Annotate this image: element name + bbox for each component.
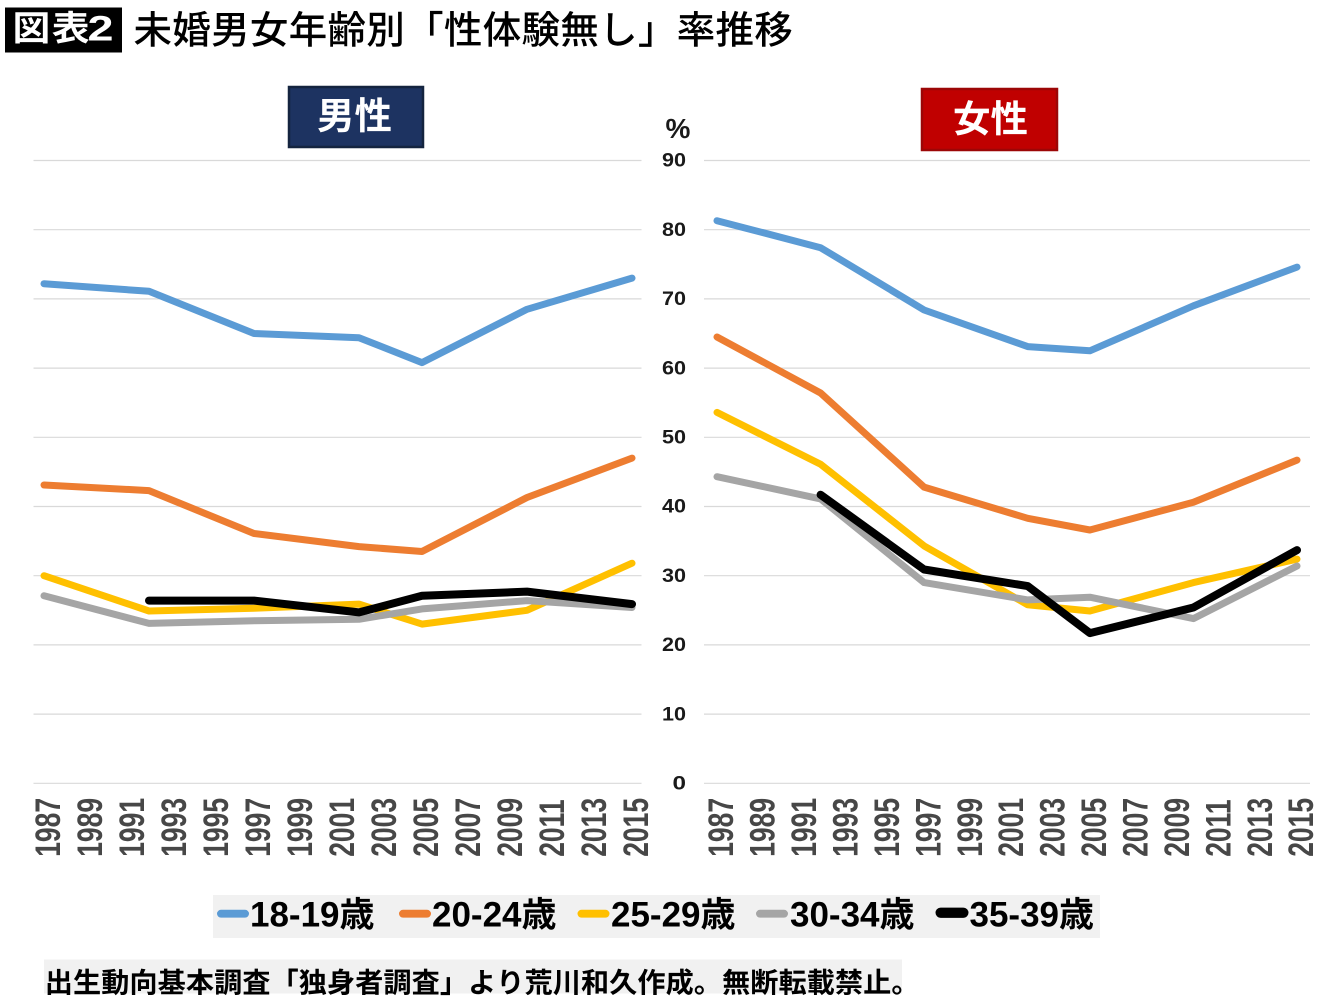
svg-text:10: 10: [662, 704, 686, 725]
svg-text:2007: 2007: [449, 798, 488, 857]
svg-text:1991: 1991: [785, 798, 824, 857]
svg-text:2001: 2001: [323, 798, 362, 857]
svg-text:1993: 1993: [155, 798, 194, 857]
svg-text:20-24: 20-24: [432, 896, 522, 935]
svg-text:18-19: 18-19: [250, 896, 340, 935]
svg-text:1997: 1997: [909, 798, 948, 857]
svg-text:40: 40: [662, 497, 686, 518]
svg-text:80: 80: [662, 220, 686, 241]
svg-text:1989: 1989: [71, 798, 110, 857]
svg-text:25-29: 25-29: [611, 896, 701, 935]
svg-text:1999: 1999: [281, 798, 320, 857]
svg-text:1995: 1995: [867, 798, 906, 857]
svg-text:2001: 2001: [992, 798, 1031, 857]
svg-text:2005: 2005: [1075, 798, 1114, 857]
svg-text:0: 0: [673, 774, 687, 795]
svg-text:1995: 1995: [197, 798, 236, 857]
svg-text:2009: 2009: [491, 798, 530, 857]
svg-text:2009: 2009: [1157, 798, 1196, 857]
svg-text:70: 70: [662, 289, 686, 310]
svg-text:2015: 2015: [1282, 798, 1321, 857]
svg-text:30: 30: [662, 566, 686, 587]
svg-text:2013: 2013: [575, 798, 614, 857]
svg-text:90: 90: [662, 151, 686, 172]
svg-text:1993: 1993: [826, 798, 865, 857]
svg-text:2011: 2011: [1199, 799, 1238, 856]
svg-text:1989: 1989: [743, 798, 782, 857]
svg-text:2003: 2003: [365, 798, 404, 857]
svg-text:60: 60: [662, 358, 686, 379]
svg-text:20: 20: [662, 635, 686, 656]
svg-text:1987: 1987: [29, 798, 68, 857]
svg-text:1997: 1997: [239, 798, 278, 857]
svg-text:1991: 1991: [113, 798, 152, 857]
svg-text:35-39: 35-39: [970, 896, 1060, 935]
svg-text:30-34: 30-34: [790, 896, 880, 935]
svg-text:2005: 2005: [407, 798, 446, 857]
svg-text:%: %: [666, 113, 691, 144]
svg-text:2015: 2015: [617, 798, 656, 857]
svg-text:2: 2: [88, 10, 114, 49]
svg-text:2007: 2007: [1116, 798, 1155, 857]
svg-text:1999: 1999: [950, 798, 989, 857]
svg-text:2011: 2011: [533, 799, 572, 856]
svg-text:2013: 2013: [1240, 798, 1279, 857]
svg-text:2003: 2003: [1033, 798, 1072, 857]
svg-text:50: 50: [662, 428, 686, 449]
svg-text:1987: 1987: [702, 798, 741, 857]
